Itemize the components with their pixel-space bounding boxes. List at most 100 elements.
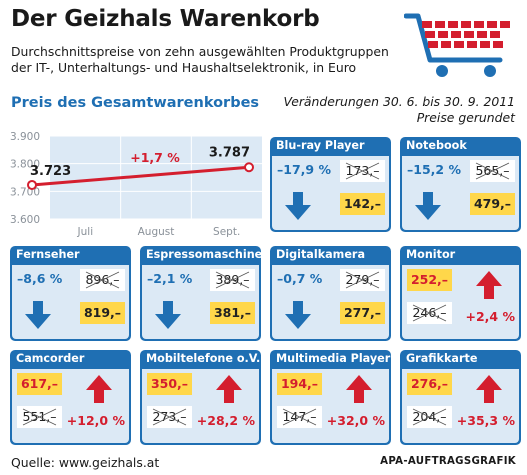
change-percent: +2,4 % (465, 309, 516, 324)
arrow-up-icon (476, 271, 502, 299)
product-name: Fernseher (16, 248, 80, 261)
old-price-value: 173,– (345, 163, 380, 178)
old-price-value: 204,– (412, 409, 447, 424)
old-price: 204,– (407, 406, 452, 428)
product-name: Notebook (406, 139, 467, 152)
change-period: Veränderungen 30. 6. bis 30. 9. 2011 (283, 94, 515, 109)
product-name: Digitalkamera (276, 248, 365, 261)
y-tick-label: 3.900 (10, 131, 40, 143)
change-percent: –2,1 % (147, 271, 193, 286)
arrow-down-icon (285, 192, 311, 220)
product-card-body: 617,– 551,– +12,0 % (12, 369, 129, 443)
product-card: Camcorder 617,– 551,– +12,0 % (10, 350, 131, 445)
change-label: +1,7 % (130, 150, 180, 165)
product-name: Mobiltelefone o.V. (146, 352, 261, 365)
old-price: 273,– (147, 406, 192, 428)
arrow-down-icon (285, 301, 311, 329)
old-price: 896,– (80, 269, 125, 291)
x-tick-label: August (138, 226, 175, 238)
product-name: Blu-ray Player (276, 139, 365, 152)
old-price: 246,– (407, 302, 452, 324)
subtitle: Durchschnittspreise von zehn ausgewählte… (11, 44, 389, 75)
data-point (27, 179, 37, 190)
change-percent: +32,0 % (326, 413, 385, 428)
change-percent: –15,2 % (407, 162, 461, 177)
old-price: 565,– (470, 160, 515, 182)
old-price: 389,– (210, 269, 255, 291)
y-tick-label: 3.800 (10, 159, 40, 171)
y-tick-label: 3.600 (10, 214, 40, 226)
old-price-value: 246,– (412, 305, 447, 320)
credit: APA-AUFTRAGSGRAFIK (380, 456, 516, 467)
old-price: 279,– (340, 269, 385, 291)
arrow-up-icon (346, 375, 372, 403)
page-title: Der Geizhals Warenkorb (11, 6, 320, 32)
old-price: 147,– (277, 406, 322, 428)
product-card-body: 276,– 204,– +35,3 % (402, 369, 519, 443)
arrow-down-icon (155, 301, 181, 329)
product-card: Grafikkarte 276,– 204,– +35,3 % (400, 350, 521, 445)
old-price: 173,– (340, 160, 385, 182)
data-label: 3.787 (209, 145, 250, 160)
new-price: 350,– (147, 373, 192, 395)
old-price-value: 896,– (85, 272, 120, 287)
product-card-body: –17,9 % 173,– 142,– (272, 156, 389, 230)
product-name: Camcorder (16, 352, 85, 365)
product-card-body: –15,2 % 565,– 479,– (402, 156, 519, 230)
new-price: 194,– (277, 373, 322, 395)
plot-area (50, 136, 262, 219)
product-name: Monitor (406, 248, 456, 261)
old-price-value: 147,– (282, 409, 317, 424)
product-card-body: 252,– 246,– +2,4 % (402, 265, 519, 339)
product-card-body: –0,7 % 279,– 277,– (272, 265, 389, 339)
new-price: 617,– (17, 373, 62, 395)
product-name: Espressomaschine (146, 248, 261, 261)
arrow-up-icon (86, 375, 112, 403)
change-percent: +28,2 % (196, 413, 255, 428)
arrow-down-icon (415, 192, 441, 220)
new-price: 277,– (340, 302, 385, 324)
change-percent: +12,0 % (66, 413, 125, 428)
product-card: Notebook –15,2 % 565,– 479,– (400, 137, 521, 232)
old-price-value: 565,– (475, 163, 510, 178)
arrow-up-icon (216, 375, 242, 403)
product-card-body: –8,6 % 896,– 819,– (12, 265, 129, 339)
x-tick-label: Juli (77, 226, 94, 238)
product-card-body: 194,– 147,– +32,0 % (272, 369, 389, 443)
product-card: Digitalkamera –0,7 % 279,– 277,– (270, 246, 391, 341)
series-line (31, 165, 250, 187)
product-card: Monitor 252,– 246,– +2,4 % (400, 246, 521, 341)
old-price-value: 389,– (215, 272, 250, 287)
arrow-down-icon (25, 301, 51, 329)
new-price: 142,– (340, 193, 385, 215)
chart-heading: Preis des Gesamtwarenkorbes (11, 95, 260, 111)
new-price: 479,– (470, 193, 515, 215)
product-card: Mobiltelefone o.V. 350,– 273,– +28,2 % (140, 350, 261, 445)
old-price-value: 551,– (22, 409, 57, 424)
change-percent: –8,6 % (17, 271, 63, 286)
change-percent: –17,9 % (277, 162, 331, 177)
change-percent: –0,7 % (277, 271, 323, 286)
arrow-up-icon (476, 375, 502, 403)
x-tick-label: Sept. (213, 226, 240, 238)
old-price-value: 273,– (152, 409, 187, 424)
product-card: Blu-ray Player –17,9 % 173,– 142,– (270, 137, 391, 232)
new-price: 252,– (407, 269, 452, 291)
data-label: 3.723 (30, 164, 71, 179)
change-percent: +35,3 % (456, 413, 515, 428)
old-price: 551,– (17, 406, 62, 428)
new-price: 276,– (407, 373, 452, 395)
new-price: 381,– (210, 302, 255, 324)
new-price: 819,– (80, 302, 125, 324)
product-card: Fernseher –8,6 % 896,– 819,– (10, 246, 131, 341)
product-card: Multimedia Player 194,– 147,– +32,0 % (270, 350, 391, 445)
product-card: Espressomaschine –2,1 % 389,– 381,– (140, 246, 261, 341)
source-note: Quelle: www.geizhals.at (11, 455, 160, 470)
product-card-body: 350,– 273,– +28,2 % (142, 369, 259, 443)
old-price-value: 279,– (345, 272, 380, 287)
product-name: Multimedia Player (276, 352, 391, 365)
product-card-body: –2,1 % 389,– 381,– (142, 265, 259, 339)
rounding-note: Preise gerundet (416, 110, 515, 125)
shopping-cart-icon (404, 13, 510, 77)
